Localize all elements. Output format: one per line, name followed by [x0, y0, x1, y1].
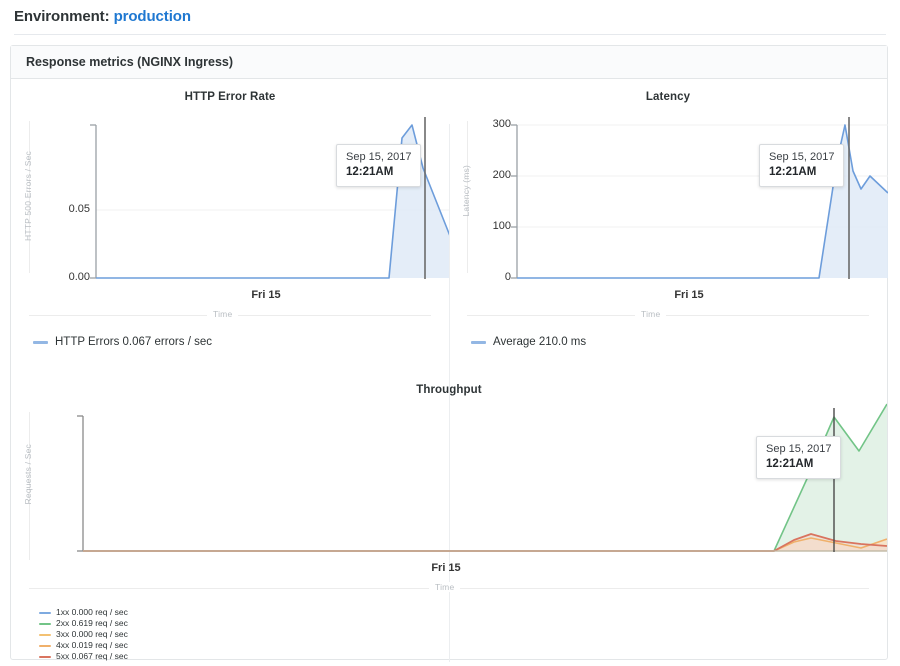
axis-label-y-latency: Latency (ms) — [461, 165, 471, 217]
header-divider — [14, 34, 886, 35]
tooltip-date: Sep 15, 2017 — [766, 443, 832, 455]
chart-title-latency: Latency — [645, 91, 691, 103]
axis-label-x-error: Time — [207, 309, 239, 319]
outer-axis-line-y-error — [29, 121, 30, 273]
environment-link[interactable]: production — [113, 8, 191, 25]
chart-latency: Latency Latency (ms) — [449, 79, 888, 328]
legend-label: 2xx 0.619 req / sec — [56, 618, 128, 628]
plot-svg-error-rate — [90, 117, 450, 279]
legend-item[interactable]: 4xx 0.019 req / sec — [39, 640, 887, 651]
legend-swatch-icon — [33, 340, 48, 344]
tooltip-error-rate: Sep 15, 2017 12:21AM — [336, 144, 422, 187]
outer-axis-line-y-throughput — [29, 412, 30, 560]
xaxis-outer-error: Time — [11, 308, 449, 328]
plot-throughput[interactable]: Requests / Sec — [11, 396, 887, 581]
legend-item[interactable]: 2xx 0.619 req / sec — [39, 618, 887, 629]
plot-error-rate[interactable]: HTTP 500 Errors / Sec — [11, 103, 450, 308]
response-metrics-card: Response metrics (NGINX Ingress) HTTP Er… — [10, 45, 888, 662]
legend-label: 4xx 0.019 req / sec — [56, 640, 128, 650]
tooltip-date: Sep 15, 2017 — [769, 151, 835, 163]
chart-title-throughput: Throughput — [11, 372, 887, 396]
environment-header: Environment: production — [0, 0, 900, 34]
legend-label: 1xx 0.000 req / sec — [56, 607, 128, 617]
tooltip-time: 12:21AM — [766, 458, 814, 470]
ytick-error-0: 0.05 — [68, 203, 90, 215]
legend-error-rate: HTTP Errors 0.067 errors / sec — [11, 334, 449, 350]
xaxis-outer-throughput: Time — [11, 581, 887, 601]
card-body: HTTP Error Rate HTTP 500 Errors / Sec — [11, 79, 888, 662]
legend-item[interactable]: HTTP Errors 0.067 errors / sec — [33, 334, 449, 350]
chart-http-error-rate: HTTP Error Rate HTTP 500 Errors / Sec — [11, 79, 450, 328]
legend-item[interactable]: 5xx 0.067 req / sec — [39, 651, 887, 662]
tooltip-latency: Sep 15, 2017 12:21AM — [759, 144, 845, 187]
xtick-error-0: Fri 15 — [251, 289, 281, 301]
ytick-latency-2: 100 — [492, 220, 511, 232]
ytick-latency-1: 200 — [492, 169, 511, 181]
legend-swatch-icon — [39, 655, 51, 658]
legend-item[interactable]: 3xx 0.000 req / sec — [39, 629, 887, 640]
card-title: Response metrics (NGINX Ingress) — [26, 55, 234, 69]
ytick-latency-0: 300 — [492, 118, 511, 130]
axis-label-x-latency: Time — [635, 309, 667, 319]
legend-swatch-icon — [39, 611, 51, 614]
environment-label: Environment: — [14, 8, 110, 25]
tooltip-throughput: Sep 15, 2017 12:21AM — [756, 436, 842, 479]
ytick-error-1: 0.00 — [68, 271, 90, 283]
xaxis-outer-latency: Time — [449, 308, 887, 328]
legend-swatch-icon — [39, 622, 51, 625]
legend-swatch-icon — [39, 633, 51, 636]
xtick-latency-0: Fri 15 — [674, 289, 704, 301]
axis-label-y-throughput: Requests / Sec — [23, 444, 33, 505]
chart-title-error-rate: HTTP Error Rate — [184, 91, 276, 103]
charts-vertical-divider — [449, 124, 450, 662]
tooltip-time: 12:21AM — [346, 166, 394, 178]
legend-label: Average 210.0 ms — [493, 336, 587, 348]
tooltip-time: 12:21AM — [769, 166, 817, 178]
top-charts-row: HTTP Error Rate HTTP 500 Errors / Sec — [11, 79, 888, 328]
legend-latency: Average 210.0 ms — [449, 334, 887, 350]
legend-item[interactable]: Average 210.0 ms — [471, 334, 887, 350]
legend-label: 5xx 0.067 req / sec — [56, 651, 128, 661]
legend-label: HTTP Errors 0.067 errors / sec — [55, 336, 212, 348]
outer-axis-line-y-latency — [467, 121, 468, 273]
legend-swatch-icon — [471, 340, 486, 344]
legend-throughput: 1xx 0.000 req / sec 2xx 0.619 req / sec … — [11, 607, 887, 662]
plot-svg-throughput — [77, 403, 887, 552]
plot-latency[interactable]: Latency (ms) — [449, 103, 888, 308]
axis-label-y-error: HTTP 500 Errors / Sec — [23, 151, 33, 242]
legend-swatch-icon — [39, 644, 51, 647]
plot-svg-latency — [511, 117, 888, 279]
tooltip-date: Sep 15, 2017 — [346, 151, 412, 163]
card-header: Response metrics (NGINX Ingress) — [11, 46, 887, 79]
top-legends-row: HTTP Errors 0.067 errors / sec Average 2… — [11, 334, 887, 350]
legend-item[interactable]: 1xx 0.000 req / sec — [39, 607, 887, 618]
chart-throughput: Throughput Requests / Sec — [11, 372, 887, 662]
ytick-latency-3: 0 — [504, 271, 511, 283]
legend-label: 3xx 0.000 req / sec — [56, 629, 128, 639]
xtick-throughput-0: Fri 15 — [431, 562, 461, 574]
axis-label-x-throughput: Time — [429, 582, 461, 592]
